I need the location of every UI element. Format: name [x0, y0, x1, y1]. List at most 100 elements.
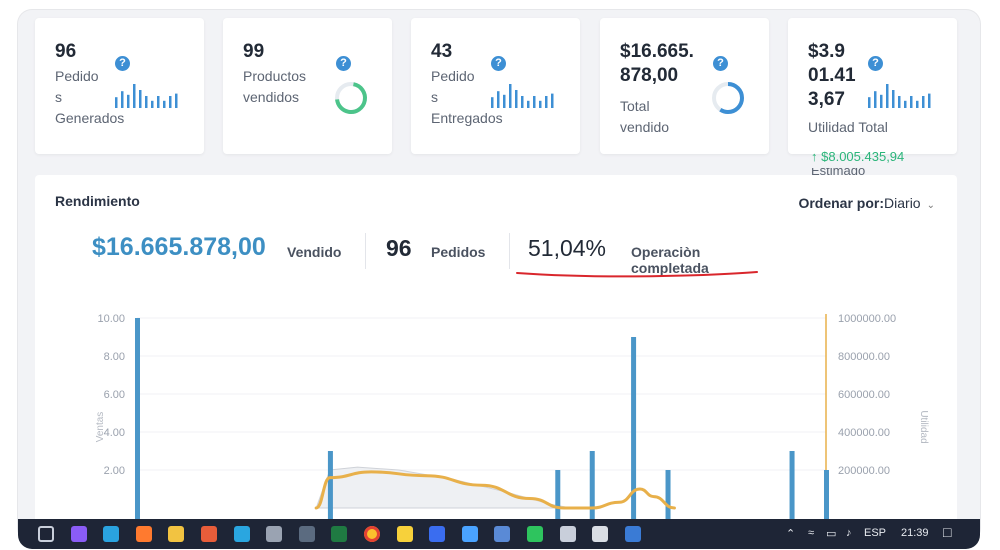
sparkline-bar: [163, 100, 166, 108]
card-label-line: Pedido: [431, 68, 475, 84]
telegram-icon[interactable]: [233, 526, 250, 542]
chart-bar[interactable]: [327, 451, 333, 535]
chart-bar[interactable]: [555, 470, 561, 535]
sparkline-bar: [922, 96, 925, 108]
chevron-down-icon: ⌄: [926, 200, 935, 211]
card-label-line: s: [431, 89, 438, 105]
chart-bar[interactable]: [631, 337, 637, 535]
card-label-line: vendido: [620, 119, 670, 135]
settings-icon[interactable]: [624, 526, 641, 542]
card-label-line: Productos: [243, 68, 307, 84]
sparkline: [491, 84, 554, 108]
sparkline-bar: [898, 96, 901, 108]
firefox-icon[interactable]: [135, 526, 152, 542]
order-by-dropdown[interactable]: Ordenar por:Diario ⌄: [798, 195, 935, 211]
question-icon[interactable]: ?: [336, 56, 351, 71]
mail-icon[interactable]: [494, 526, 511, 542]
sold-label: Vendido: [287, 244, 342, 260]
sparkline-bar: [910, 96, 913, 108]
whatsapp-icon[interactable]: [527, 526, 543, 542]
question-icon[interactable]: ?: [868, 56, 883, 71]
sparkline-bar: [868, 97, 871, 108]
card-label-line: Entregados: [431, 110, 503, 126]
sparkline-bar: [515, 90, 518, 108]
divider: [365, 233, 366, 269]
y2-tick-label: 800000.00: [838, 351, 890, 363]
sparkline-bar: [880, 94, 883, 108]
usb-icon[interactable]: [266, 526, 283, 542]
excel-icon[interactable]: [331, 526, 348, 542]
notifications-icon[interactable]: □: [943, 524, 952, 540]
copilot-icon[interactable]: [70, 526, 87, 542]
card-label-line: Utilidad Total: [808, 119, 888, 135]
y2-tick-label: 1000000.00: [838, 313, 896, 325]
y2-tick-label: 400000.00: [838, 427, 890, 439]
calculator-icon[interactable]: [298, 526, 315, 542]
edge-icon[interactable]: [103, 526, 120, 542]
sparkline-bar: [545, 96, 548, 108]
task-view-icon[interactable]: [38, 526, 54, 542]
order-label: Ordenar por:: [798, 195, 885, 211]
sparkline-bar: [527, 100, 530, 108]
y2-tick-label: 200000.00: [838, 465, 890, 477]
clock[interactable]: 21:39: [901, 527, 929, 539]
card-value-line: $3.9: [808, 41, 845, 62]
chart-bar[interactable]: [589, 451, 595, 535]
language-indicator[interactable]: ESP: [864, 527, 887, 539]
trend-value: $8.005.435,94: [821, 149, 905, 164]
zoom-icon[interactable]: [429, 526, 446, 542]
sparkline-bar: [157, 96, 160, 108]
notion-icon[interactable]: [592, 526, 609, 542]
orders-count: 96: [386, 235, 412, 261]
sparkline-bar: [497, 91, 500, 108]
sparkline-bar: [521, 96, 524, 108]
completion-pct: 51,04%: [528, 235, 607, 261]
chart-bar[interactable]: [789, 451, 795, 535]
sparkline-bar: [145, 96, 148, 108]
card-label-line: s: [55, 89, 62, 105]
sparkline: [868, 84, 931, 108]
sparkline-bar: [127, 94, 130, 108]
photos-icon[interactable]: [461, 526, 478, 542]
y2-tick-label: 600000.00: [838, 389, 890, 401]
sticky-notes-icon[interactable]: [396, 526, 413, 542]
sparkline-bar: [904, 100, 907, 108]
arrow-up-icon: ↑: [811, 149, 818, 164]
sparkline-bar: [115, 97, 118, 108]
file-explorer-icon[interactable]: [168, 526, 185, 542]
card-pedidos-generados: 96 Pedido s Generados ?: [35, 18, 204, 154]
sparkline-bar: [533, 96, 536, 108]
sparkline-bar: [539, 100, 542, 108]
y2-axis-title: Utilidad: [918, 410, 929, 443]
y-axis-title: Ventas: [95, 412, 106, 443]
chart-bar[interactable]: [665, 470, 671, 535]
volume-icon[interactable]: ♪: [846, 527, 852, 539]
wifi-icon[interactable]: ≈: [808, 527, 815, 539]
sold-amount: $16.665.878,00: [92, 233, 266, 261]
donut-chart: [335, 82, 367, 114]
order-value: Diario: [884, 195, 921, 211]
question-icon[interactable]: ?: [115, 56, 130, 71]
sparkline-bar: [175, 93, 178, 108]
sparkline-bar: [509, 84, 512, 108]
chart-bar[interactable]: [135, 318, 140, 535]
question-icon[interactable]: ?: [713, 56, 728, 71]
performance-panel: Rendimiento Ordenar por:Diario ⌄ $16.665.…: [35, 175, 957, 535]
card-value: 96: [55, 41, 77, 62]
question-icon[interactable]: ?: [491, 56, 506, 71]
chrome-icon[interactable]: [364, 526, 380, 542]
y-tick-label: 2.00: [104, 465, 125, 477]
security-icon[interactable]: [559, 526, 576, 542]
red-underline-annotation: [516, 271, 758, 278]
sparkline-bar: [916, 100, 919, 108]
battery-icon[interactable]: ▭: [826, 528, 837, 540]
y-tick-label: 4.00: [104, 427, 125, 439]
card-total-vendido: $16.665. 878,00 Total vendido ?: [600, 18, 769, 154]
chevron-up-icon[interactable]: ⌃: [786, 528, 796, 540]
sparkline-bar: [928, 93, 931, 108]
chart-bar[interactable]: [824, 470, 829, 535]
y-tick-label: 6.00: [104, 389, 125, 401]
card-value-line: 01.41: [808, 65, 856, 86]
orders-label: Pedidos: [431, 244, 486, 260]
store-icon[interactable]: [201, 526, 217, 542]
